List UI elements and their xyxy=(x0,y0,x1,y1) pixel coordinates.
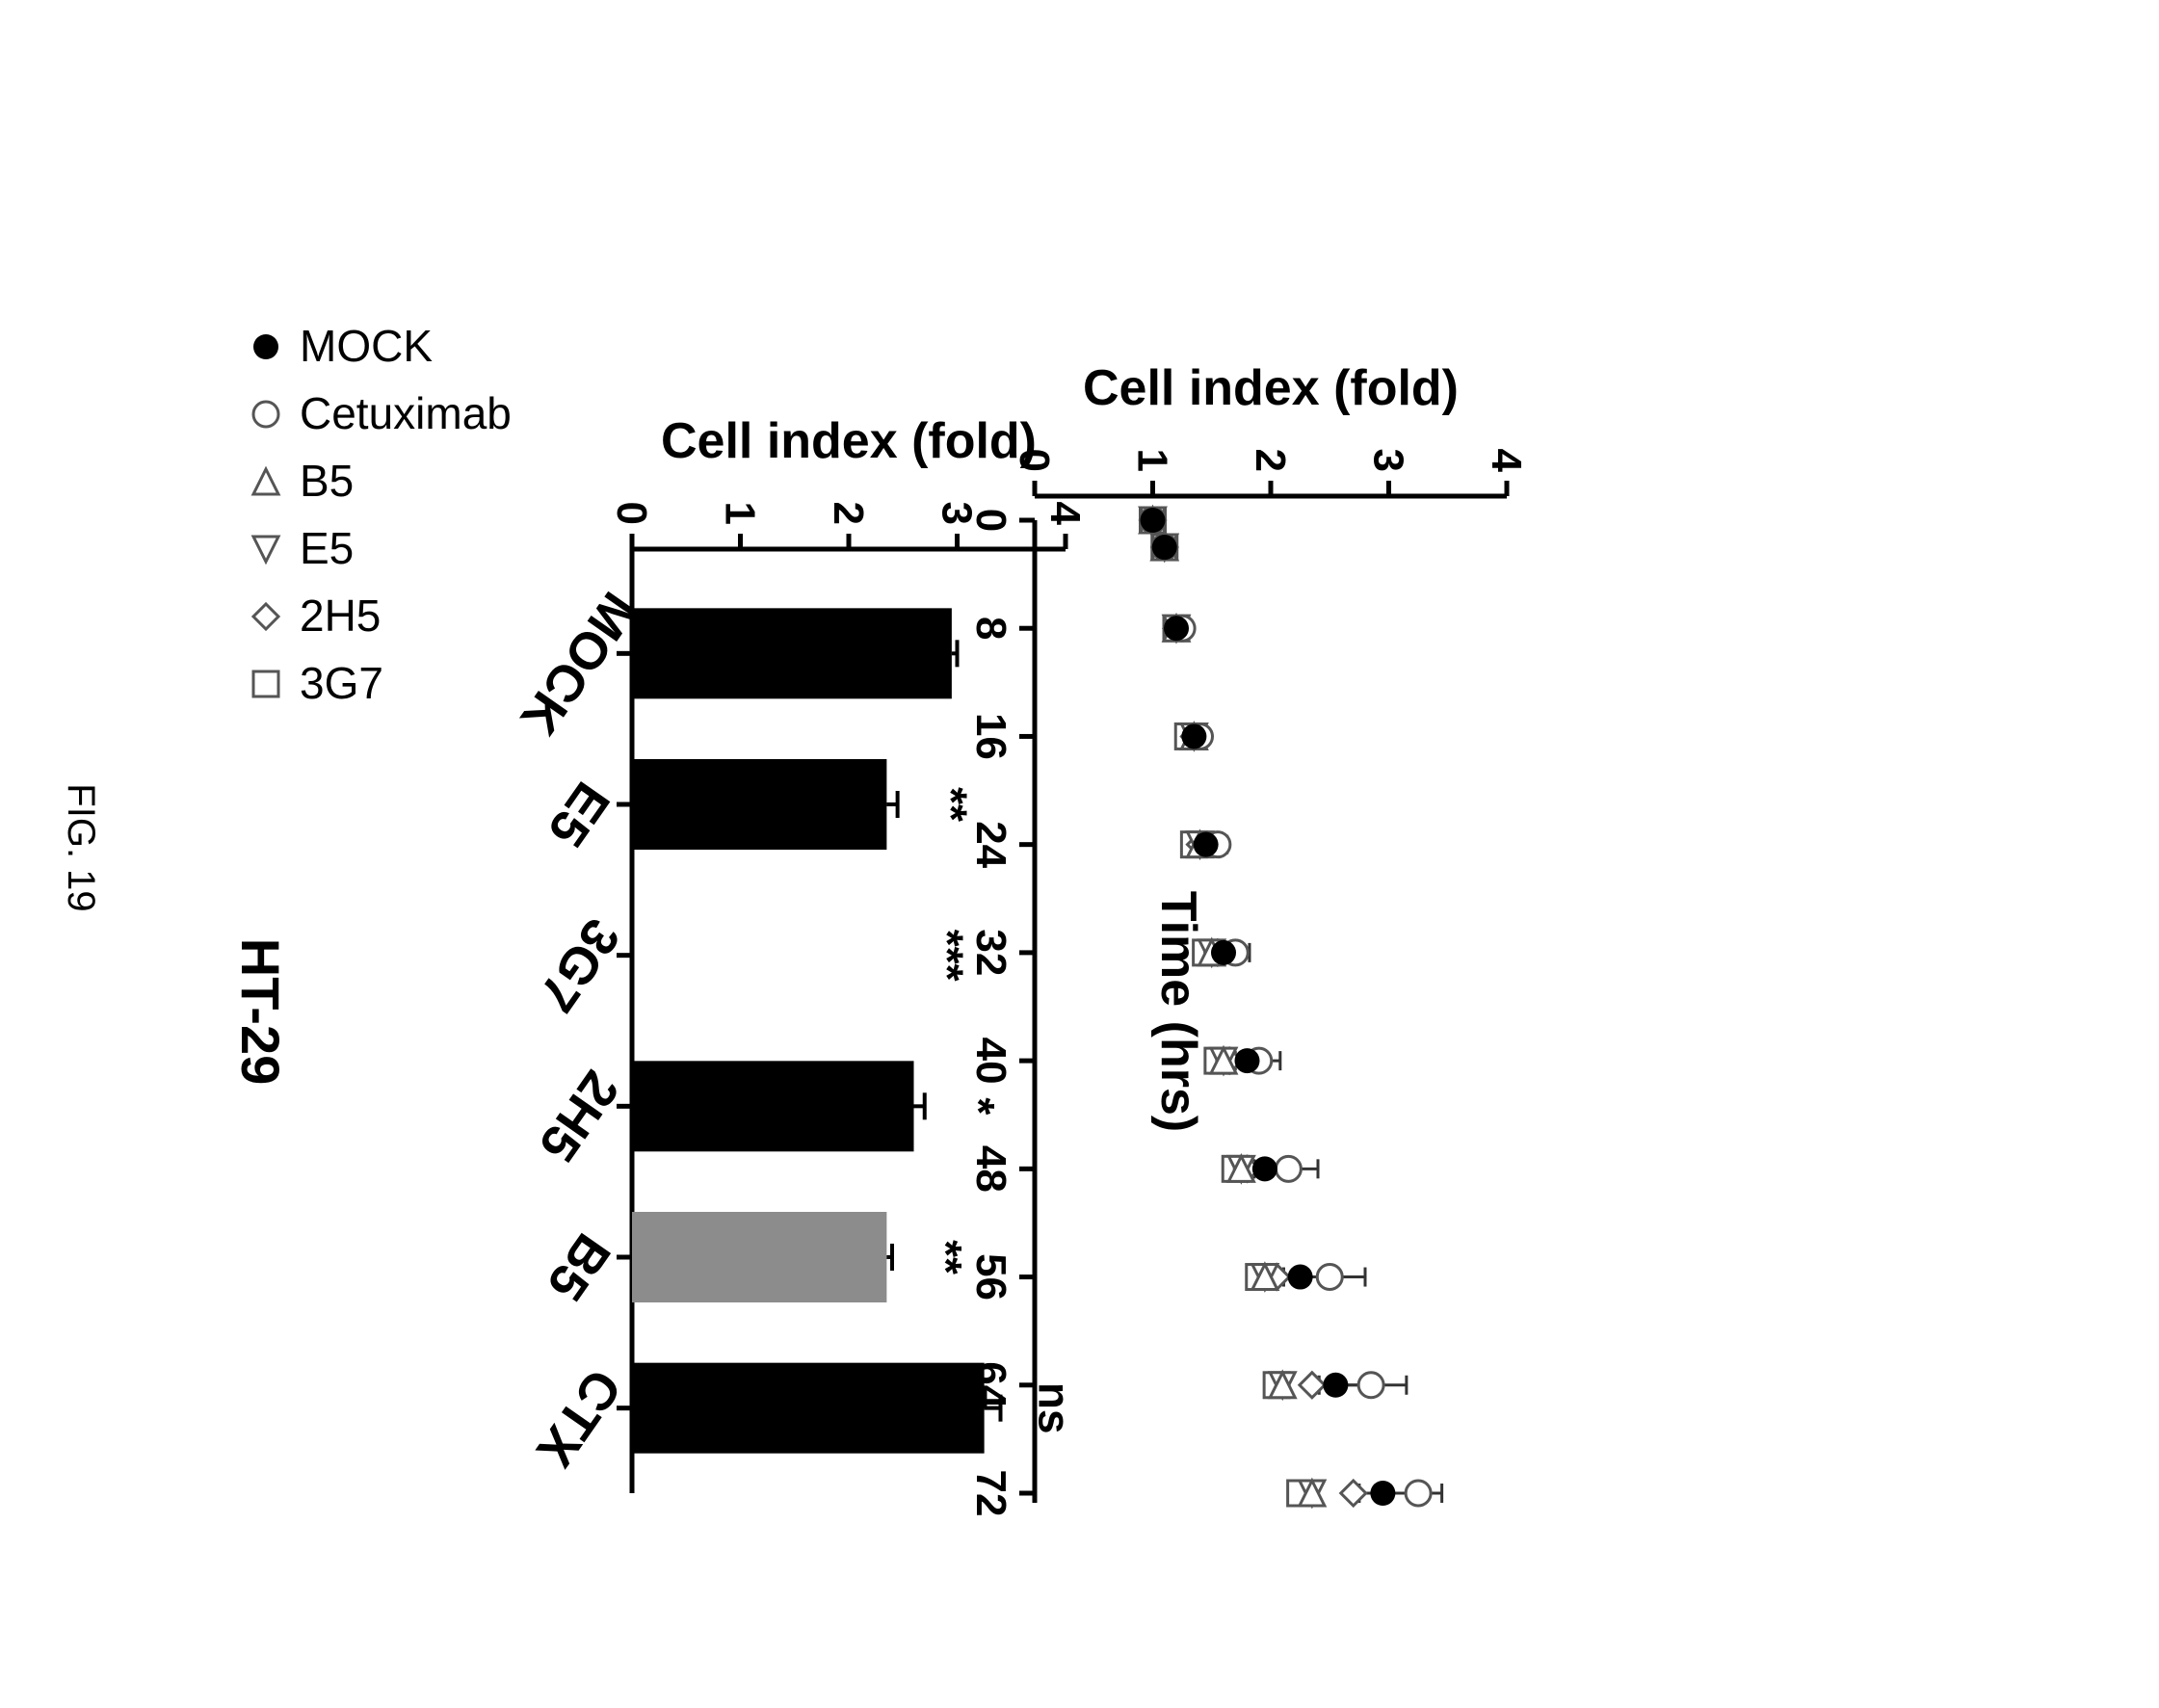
marker-cetuximab xyxy=(1356,1371,1385,1400)
bar-category-label: CTX xyxy=(525,1359,632,1478)
y-tick-label: 4 xyxy=(1483,449,1530,473)
marker-mock xyxy=(1323,1372,1349,1398)
marker-cetuximab xyxy=(1274,1154,1303,1183)
line-chart-title: HT-29 xyxy=(230,938,291,1086)
x-tick-label: 24 xyxy=(967,821,1014,868)
y-tick-label: 2 xyxy=(1247,449,1294,472)
line-chart-x-label: Time (hrs) xyxy=(1150,891,1206,1132)
bar-y-tick-label: 3 xyxy=(934,502,981,525)
legend-label: E5 xyxy=(300,523,354,573)
significance-label: * xyxy=(954,1097,1004,1115)
bar-category-label: E5 xyxy=(537,772,620,857)
marker-e5 xyxy=(250,535,281,565)
bar-category-label: MOCK xyxy=(510,582,648,746)
marker-b5 xyxy=(1267,1369,1298,1400)
marker-b5 xyxy=(1297,1477,1328,1508)
marker-2h5 xyxy=(250,601,281,632)
y-tick-label: 3 xyxy=(1365,449,1412,472)
bar-chart: 0 1 2 3 4 MOCK E5 ** 3G7 *** 2H5 * B5 ** CTX ns xyxy=(510,502,1089,1493)
significance-label: *** xyxy=(922,930,972,982)
significance-label: ** xyxy=(927,787,977,822)
bar-category-label: B5 xyxy=(536,1223,621,1311)
marker-mock xyxy=(1164,616,1189,642)
significance-label: ns xyxy=(1030,1382,1080,1434)
bar-y-tick-label: 0 xyxy=(608,502,655,525)
x-tick-label: 56 xyxy=(967,1253,1014,1301)
figure-label: FIG. 19 xyxy=(60,783,102,911)
marker-2h5 xyxy=(1338,1478,1368,1509)
marker-mock xyxy=(1151,535,1177,561)
significance-label: ** xyxy=(921,1240,971,1274)
marker-mock xyxy=(1287,1264,1313,1290)
marker-cetuximab xyxy=(251,400,280,429)
marker-b5 xyxy=(1208,1044,1239,1075)
marker-mock xyxy=(1193,831,1219,857)
legend-label: B5 xyxy=(300,456,354,506)
marker-mock xyxy=(1181,723,1207,749)
bar xyxy=(632,1212,887,1302)
bar xyxy=(632,1061,914,1152)
y-tick-label: 0 xyxy=(1011,449,1058,472)
bar-chart-y-label: Cell index (fold) xyxy=(661,413,1037,469)
x-tick-label: 40 xyxy=(967,1038,1014,1085)
x-tick-label: 72 xyxy=(967,1470,1014,1517)
marker-cetuximab xyxy=(1404,1479,1433,1508)
x-tick-label: 32 xyxy=(967,929,1014,976)
bar-category-label: 3G7 xyxy=(527,908,631,1022)
marker-mock xyxy=(1234,1048,1260,1074)
bar-chart-axes: 0 1 2 3 4 xyxy=(608,502,1089,1493)
marker-b5 xyxy=(1250,1261,1280,1292)
marker-b5 xyxy=(1225,1152,1256,1183)
marker-cetuximab xyxy=(1315,1263,1344,1292)
marker-b5 xyxy=(250,465,281,496)
marker-mock xyxy=(1251,1156,1277,1182)
y-tick-label: 1 xyxy=(1129,449,1176,472)
bar-y-tick-label: 2 xyxy=(825,502,872,525)
line-chart-points xyxy=(1138,504,1444,1510)
legend: MOCK Cetuximab B5 E5 2H5 3G7 xyxy=(250,321,512,708)
legend-label: 2H5 xyxy=(300,591,381,641)
bar-y-tick-label: 4 xyxy=(1041,502,1089,526)
x-tick-label: 48 xyxy=(967,1145,1014,1193)
legend-label: MOCK xyxy=(300,321,433,371)
marker-mock xyxy=(1211,939,1236,965)
line-chart-y-label: Cell index (fold) xyxy=(1083,360,1459,416)
marker-mock xyxy=(1140,508,1166,533)
marker-mock xyxy=(1370,1481,1396,1506)
x-tick-label: 16 xyxy=(967,713,1014,760)
legend-label: Cetuximab xyxy=(300,388,512,438)
bar xyxy=(632,1362,985,1454)
legend-label: 3G7 xyxy=(300,658,383,708)
x-tick-label: 0 xyxy=(967,509,1014,532)
marker-3g7 xyxy=(251,670,280,698)
bar xyxy=(632,759,887,850)
marker-mock xyxy=(253,334,278,359)
bar xyxy=(632,608,952,699)
bar-y-tick-label: 1 xyxy=(717,502,764,525)
x-tick-label: 8 xyxy=(967,617,1014,640)
bar-category-label: 2H5 xyxy=(528,1061,630,1172)
marker-2h5 xyxy=(1297,1370,1327,1400)
